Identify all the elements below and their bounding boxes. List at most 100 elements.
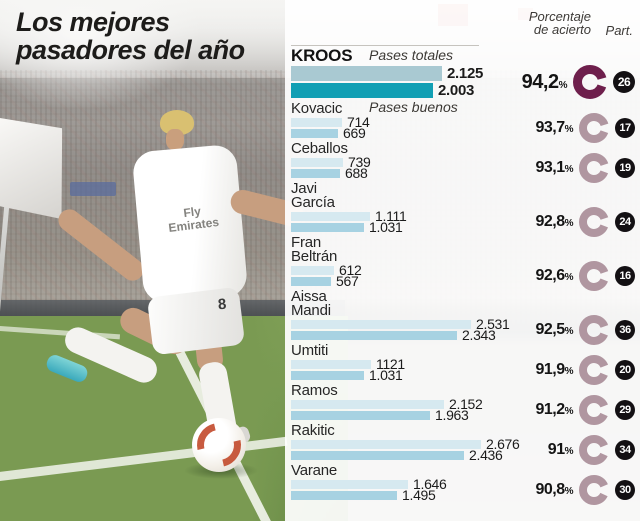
- good-passes-value: 2.343: [462, 327, 496, 343]
- participation-badge: 29: [615, 400, 635, 420]
- participation-badge: 36: [615, 320, 635, 340]
- accuracy-ring-icon: [579, 207, 609, 237]
- total-passes-bar: [291, 320, 471, 329]
- pases-buenos-label: Pases buenos: [369, 99, 458, 115]
- total-passes-value: 1.111: [375, 208, 407, 224]
- player-name: Rakitic: [291, 422, 335, 439]
- good-passes-bar: [291, 223, 364, 232]
- player-row-left: Aissa Mandi 2.531 2.343: [291, 289, 510, 342]
- player-name: Fran Beltrán: [291, 234, 338, 265]
- good-passes-line: 1.963: [291, 407, 491, 423]
- total-passes-value: 1121: [376, 356, 405, 372]
- good-passes-bar: [291, 491, 397, 500]
- accuracy-percentage: 92,5%: [535, 321, 573, 338]
- player-bars: 2.125 2.003: [291, 66, 491, 98]
- total-passes-bar: [291, 266, 334, 275]
- accuracy-ring-icon: [579, 435, 609, 465]
- blue-stadium-sign: [70, 182, 116, 196]
- good-passes-line: 1.495: [291, 487, 491, 503]
- player-row: Kovacic 714 669 93,7% 17: [291, 100, 635, 143]
- player-bars: 1.111 1.031: [291, 208, 491, 235]
- total-passes-line: 739: [291, 154, 491, 170]
- total-passes-value: 739: [348, 154, 371, 170]
- participation-badge: 16: [615, 266, 635, 286]
- player-row-left: Rakitic 2.676 2.436: [291, 422, 520, 462]
- player-row-right: 91,9% 20: [515, 355, 635, 385]
- good-passes-line: 2.436: [291, 448, 503, 462]
- accuracy-ring-icon: [579, 475, 609, 505]
- player-row-left: Varane 1.646 1.495: [291, 462, 491, 503]
- accuracy-ring-icon: [579, 261, 609, 291]
- good-passes-value: 669: [343, 125, 366, 141]
- good-passes-value: 2.436: [469, 447, 503, 463]
- chart-header: Porcentaje de acierto Part.: [291, 3, 635, 45]
- total-passes-line: 2.531: [291, 317, 510, 331]
- player-bars: 1121 1.031: [291, 356, 491, 382]
- title-line1: Los mejores: [16, 7, 170, 37]
- title-backdrop: [0, 0, 285, 86]
- total-passes-value: 2.152: [449, 396, 483, 412]
- total-passes-bar: [291, 158, 343, 167]
- total-passes-bar: [291, 440, 481, 449]
- player-row-right: 93,7% 17: [515, 113, 635, 143]
- player-bars: 714 669: [291, 115, 491, 141]
- page-title: Los mejores pasadores del año: [16, 8, 245, 64]
- player-row-left: Umtiti 1121 1.031: [291, 342, 491, 382]
- player-row: Pases totales Pases buenos KROOS 2.125 2…: [291, 46, 635, 115]
- header-divider: [291, 45, 479, 46]
- player-row: Aissa Mandi 2.531 2.343 92,5% 36: [291, 288, 635, 345]
- player-name: Umtiti: [291, 342, 329, 359]
- player-name: Kovacic: [291, 100, 343, 117]
- total-passes-bar: [291, 400, 444, 409]
- player-row-right: 91,2% 29: [515, 395, 635, 425]
- good-passes-value: 567: [336, 273, 359, 289]
- good-passes-bar: [291, 451, 464, 460]
- player-row-left: Kovacic 714 669: [291, 100, 491, 141]
- good-passes-bar: [291, 169, 340, 178]
- total-passes-line: 1.111: [291, 208, 491, 224]
- participation-badge: 19: [615, 158, 635, 178]
- accuracy-ring-icon: [579, 395, 609, 425]
- total-passes-value: 2.676: [486, 436, 520, 452]
- player-row: Ramos 2.152 1.963 91,2% 29: [291, 382, 635, 425]
- player-row-right: 94,2% 26: [509, 65, 635, 99]
- participation-badge: 34: [615, 440, 635, 460]
- good-passes-bar: [291, 371, 364, 380]
- player-row-right: 92,6% 16: [515, 261, 635, 291]
- corner-flag: [0, 109, 72, 226]
- player-row-left: Javi García 1.111 1.031: [291, 180, 491, 235]
- total-passes-bar: [291, 360, 371, 369]
- good-passes-value: 1.963: [435, 407, 469, 423]
- player-name: Javi García: [291, 180, 335, 211]
- good-passes-value: 1.031: [369, 219, 403, 235]
- total-passes-bar: [291, 212, 370, 221]
- player-row-left: Ceballos 739 688: [291, 141, 491, 181]
- player-bars: 612 567: [291, 262, 491, 289]
- total-passes-line: 2.125: [291, 66, 491, 81]
- accuracy-header-line1: Porcentaje: [528, 9, 591, 24]
- player-bars: 739 688: [291, 154, 491, 181]
- participation-badge: 26: [613, 71, 635, 93]
- good-passes-value: 688: [345, 165, 368, 181]
- player-rows: Pases totales Pases buenos KROOS 2.125 2…: [291, 46, 635, 505]
- good-passes-bar: [291, 129, 338, 138]
- total-passes-line: 1121: [291, 356, 491, 372]
- player-name: Varane: [291, 462, 338, 479]
- player-left-shoe: [44, 352, 90, 385]
- player-row: Varane 1.646 1.495 90,8% 30: [291, 462, 635, 505]
- total-passes-bar: [291, 118, 342, 127]
- good-passes-value: 1.495: [402, 487, 436, 503]
- accuracy-ring-icon: [573, 65, 607, 99]
- chart-panel: Porcentaje de acierto Part. Pases totale…: [285, 0, 640, 521]
- accuracy-percentage: 94,2%: [521, 70, 568, 93]
- player-bars: 2.531 2.343: [291, 317, 510, 342]
- player-row-left: Ramos 2.152 1.963: [291, 383, 491, 423]
- total-passes-value: 612: [339, 262, 362, 278]
- player-row-right: 92,8% 24: [515, 207, 635, 237]
- accuracy-percentage: 93,7%: [535, 119, 573, 136]
- player-left-arm: [54, 204, 148, 286]
- accuracy-ring-icon: [579, 315, 609, 345]
- player-row-right: 93,1% 19: [515, 153, 635, 183]
- player-bars: 2.676 2.436: [291, 437, 520, 462]
